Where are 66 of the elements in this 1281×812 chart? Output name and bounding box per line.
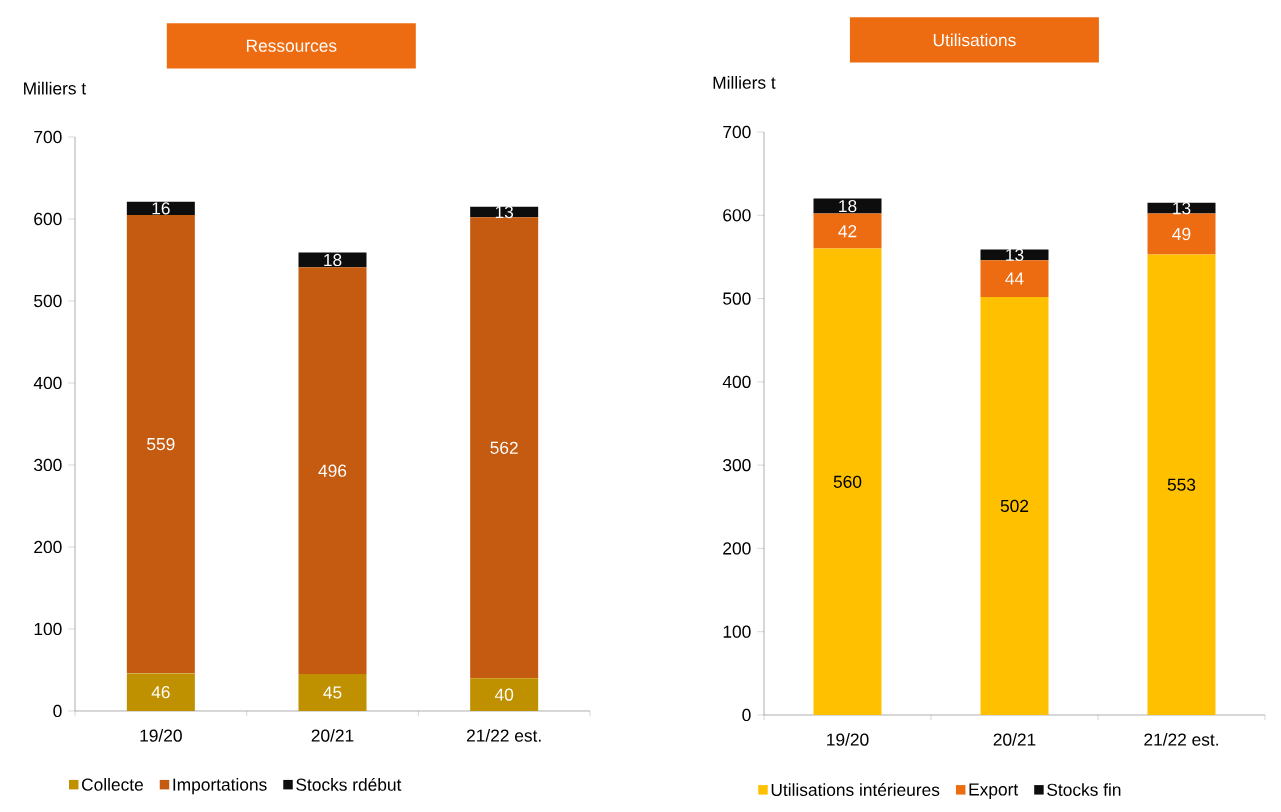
bar: [1147, 202, 1216, 214]
data-label: 18: [324, 253, 342, 267]
y-tick-label: 400: [722, 375, 751, 388]
x-tick-label: 21/22 est.: [466, 729, 541, 742]
bar: [470, 217, 539, 679]
data-label: 13: [495, 205, 514, 219]
data-label: 13: [1006, 248, 1024, 261]
y-tick-label: 100: [34, 622, 62, 636]
y-tick-label: 500: [723, 292, 751, 305]
bar: [1147, 254, 1216, 715]
bar: [126, 673, 195, 711]
data-label: 46: [151, 685, 170, 699]
bar: [126, 201, 195, 215]
y-tick-label: 700: [723, 125, 751, 139]
y-tick-label: 400: [33, 376, 62, 390]
y-tick-label: 500: [34, 294, 62, 308]
bar: [298, 267, 367, 675]
y-tick-label: 600: [723, 209, 751, 222]
y-tick-label: 200: [723, 542, 751, 555]
y-tick-label: 600: [34, 212, 62, 226]
data-label: 16: [152, 202, 170, 215]
chart-title: Utilisations: [933, 33, 1016, 47]
y-tick-label: 100: [723, 625, 751, 638]
data-label: 562: [490, 441, 518, 454]
x-tick-label: 20/21: [993, 733, 1036, 746]
data-label: 560: [833, 475, 862, 488]
data-label: 502: [1000, 499, 1029, 513]
legend-label: Export: [969, 783, 1019, 800]
legend-label: Stocks rdébut: [296, 777, 402, 791]
data-label: 49: [1172, 227, 1191, 241]
x-tick-label: 21/22 est.: [1144, 733, 1218, 746]
y-tick-label: 700: [34, 130, 62, 144]
y-tick-label: 300: [34, 458, 62, 472]
x-tick-label: 19/20: [140, 729, 182, 742]
data-label: 40: [494, 688, 514, 701]
y-axis-title: Milliers t: [713, 76, 776, 89]
x-tick-label: 20/21: [311, 729, 354, 742]
bar: [470, 678, 539, 711]
bar: [1147, 213, 1216, 255]
bar: [980, 296, 1049, 715]
legend-label: Stocks fin: [1047, 783, 1121, 796]
y-tick-label: 0: [742, 708, 751, 722]
bar: [813, 248, 882, 715]
data-label: 45: [323, 686, 342, 699]
data-label: 553: [1167, 478, 1196, 491]
legend-label: Utilisations intérieures: [771, 783, 940, 797]
legend-label: Collecte: [82, 778, 143, 791]
data-label: 18: [839, 199, 857, 213]
data-label: 559: [147, 437, 175, 451]
chart-title: Ressources: [246, 39, 337, 52]
data-label: 44: [1005, 272, 1024, 285]
y-tick-label: 300: [723, 458, 751, 472]
bar: [298, 674, 367, 711]
data-label: 13: [1173, 202, 1191, 215]
bar: [813, 198, 882, 214]
bar: [980, 260, 1049, 297]
y-tick-label: 0: [53, 704, 62, 718]
legend-label: Importations: [173, 778, 267, 795]
bar: [813, 213, 882, 249]
y-axis-title: Milliers t: [24, 81, 87, 95]
data-label: 496: [318, 464, 347, 477]
bar: [980, 249, 1049, 261]
data-label: 42: [838, 225, 857, 238]
x-tick-label: 19/20: [827, 733, 869, 746]
y-tick-label: 200: [34, 540, 62, 554]
bar: [126, 214, 195, 674]
